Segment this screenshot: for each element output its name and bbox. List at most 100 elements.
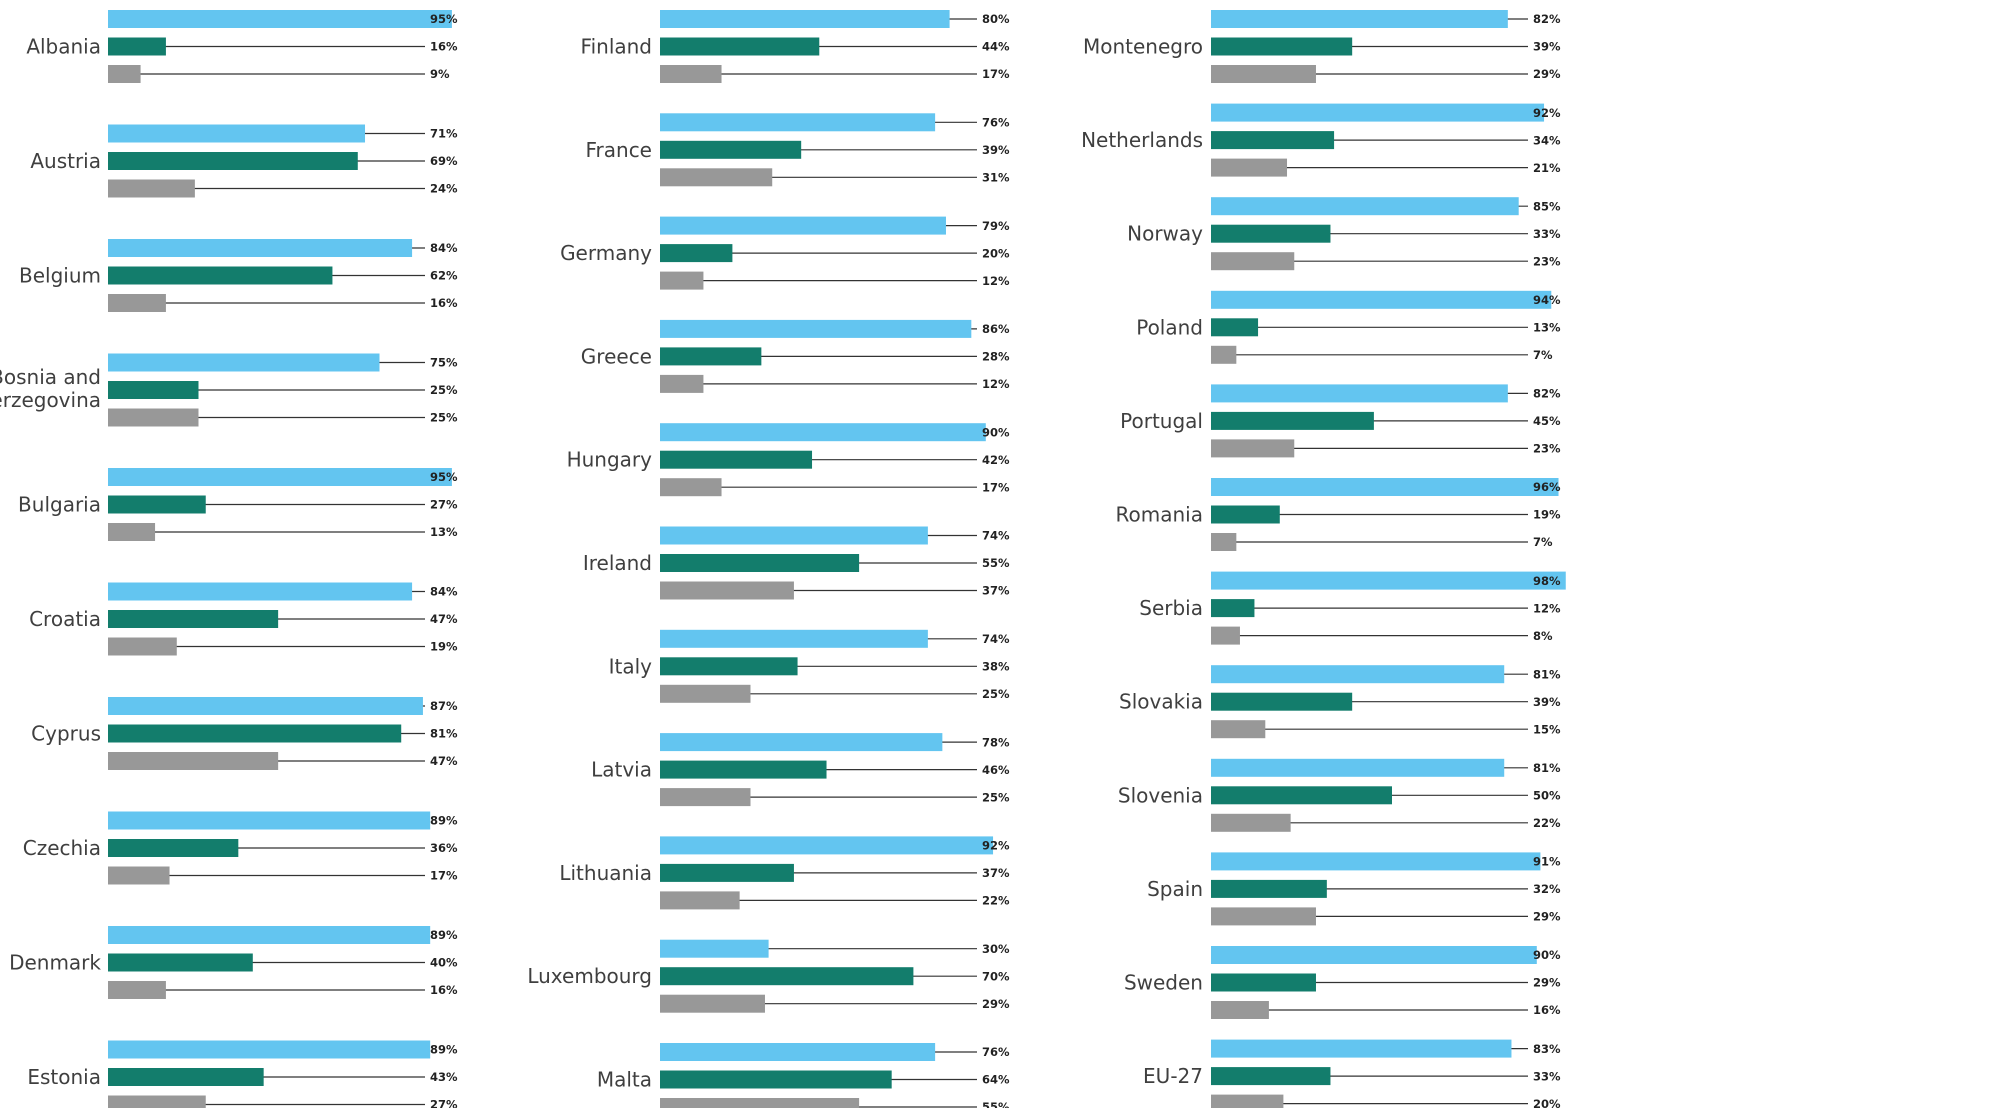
data-label-france-series-1: 76% (982, 116, 1010, 130)
country-group-romania: 96% 19% 7% Romania (1116, 478, 1561, 551)
data-label-montenegro-series-3: 29% (1533, 67, 1561, 81)
country-group-eu-27: 83% 33% 20% EU-27 (1143, 1039, 1561, 1108)
data-label-bulgaria-series-1: 95% (430, 470, 458, 484)
bar-netherlands-series-2 (1211, 131, 1335, 150)
bar-slovakia-series-3 (1211, 720, 1266, 739)
data-label-belgium-series-3: 16% (430, 296, 458, 310)
country-label-norway: Norway (1127, 222, 1203, 246)
bar-latvia-series-2 (660, 760, 827, 779)
country-label-denmark: Denmark (9, 951, 101, 975)
bar-portugal-series-3 (1211, 439, 1295, 458)
data-label-eu-27-series-1: 83% (1533, 1042, 1561, 1056)
country-label-malta: Malta (597, 1068, 652, 1092)
data-label-hungary-series-3: 17% (982, 480, 1010, 494)
bar-spain-series-3 (1211, 907, 1316, 926)
data-label-bosnia-and-herzegovina-series-2: 25% (430, 383, 458, 397)
country-group-greece: 86% 28% 12% Greece (581, 319, 1010, 393)
country-label-greece: Greece (581, 344, 652, 368)
data-label-romania-series-1: 96% (1533, 480, 1561, 494)
data-label-lithuania-series-3: 22% (982, 894, 1010, 908)
data-label-malta-series-2: 64% (982, 1073, 1010, 1087)
bar-denmark-series-3 (108, 981, 166, 999)
data-label-serbia-series-1: 98% (1533, 574, 1561, 588)
bar-eu-27-series-2 (1211, 1067, 1331, 1086)
bar-france-series-1 (660, 113, 936, 132)
country-label-spain: Spain (1147, 877, 1203, 901)
country-label-austria: Austria (30, 149, 101, 173)
country-group-lithuania: 92% 37% 22% Lithuania (559, 836, 1010, 910)
country-label-hungary: Hungary (567, 448, 653, 472)
bar-bosnia-and-herzegovina-series-1 (108, 353, 380, 372)
bar-belgium-series-1 (108, 239, 413, 257)
bar-sweden-series-1 (1211, 946, 1537, 964)
bar-slovakia-series-2 (1211, 692, 1353, 711)
country-group-ireland: 74% 55% 37% Ireland (583, 526, 1010, 600)
bar-montenegro-series-2 (1211, 37, 1353, 56)
data-label-cyprus-series-3: 47% (430, 754, 458, 768)
country-group-norway: 85% 33% 23% Norway (1127, 197, 1561, 271)
bar-albania-series-1 (108, 10, 452, 28)
data-label-cyprus-series-1: 87% (430, 699, 458, 713)
country-group-estonia: 89% 43% 27% Estonia (27, 1040, 458, 1108)
bar-cyprus-series-1 (108, 697, 423, 715)
country-label-belgium: Belgium (19, 264, 101, 288)
chart-column-3: 82% 39% 29% Montenegro 92% 34% 21% Netherlands 8… (1081, 10, 1566, 1108)
country-group-bulgaria: 95% 27% 13% Bulgaria (18, 468, 458, 541)
bar-germany-series-2 (660, 244, 733, 263)
country-group-luxembourg: 30% 70% 29% Luxembourg (527, 939, 1010, 1013)
data-label-albania-series-2: 16% (430, 40, 458, 54)
bar-germany-series-3 (660, 271, 704, 290)
bar-croatia-series-2 (108, 610, 279, 628)
bar-eu-27-series-3 (1211, 1094, 1284, 1108)
bar-greece-series-1 (660, 319, 972, 338)
data-label-lithuania-series-1: 92% (982, 839, 1010, 853)
data-label-slovakia-series-2: 39% (1533, 695, 1561, 709)
data-label-spain-series-3: 29% (1533, 910, 1561, 924)
bar-romania-series-1 (1211, 478, 1559, 496)
country-group-bosnia-and-herzegovina: 75% 25% 25% Bosnia andHerzegovina (0, 353, 458, 427)
country-label-estonia: Estonia (27, 1065, 101, 1089)
data-label-portugal-series-3: 23% (1533, 442, 1561, 456)
country-group-germany: 79% 20% 12% Germany (560, 216, 1010, 290)
data-label-france-series-2: 39% (982, 143, 1010, 157)
data-label-serbia-series-3: 8% (1533, 629, 1553, 643)
bar-czechia-series-3 (108, 866, 170, 885)
country-group-slovenia: 81% 50% 22% Slovenia (1118, 758, 1561, 832)
data-label-finland-series-2: 44% (982, 40, 1010, 54)
data-label-poland-series-3: 7% (1533, 348, 1553, 362)
bar-slovakia-series-1 (1211, 665, 1505, 684)
bar-italy-series-3 (660, 684, 751, 703)
country-label-sweden: Sweden (1124, 971, 1203, 995)
data-label-belgium-series-1: 84% (430, 241, 458, 255)
bar-ireland-series-3 (660, 581, 794, 600)
bar-slovenia-series-3 (1211, 813, 1291, 832)
data-label-hungary-series-2: 42% (982, 453, 1010, 467)
data-label-malta-series-1: 76% (982, 1045, 1010, 1059)
bar-latvia-series-3 (660, 788, 751, 807)
data-label-eu-27-series-3: 20% (1533, 1097, 1561, 1108)
country-group-cyprus: 87% 81% 47% Cyprus (31, 697, 458, 770)
bar-finland-series-3 (660, 65, 722, 83)
data-label-denmark-series-2: 40% (430, 956, 458, 970)
country-group-sweden: 90% 29% 16% Sweden (1124, 946, 1561, 1019)
bar-portugal-series-2 (1211, 411, 1374, 430)
bar-portugal-series-1 (1211, 384, 1508, 403)
bar-spain-series-1 (1211, 852, 1541, 871)
data-label-norway-series-1: 85% (1533, 199, 1561, 213)
bar-czechia-series-2 (108, 839, 239, 857)
country-group-netherlands: 92% 34% 21% Netherlands (1081, 103, 1561, 177)
data-label-bulgaria-series-2: 27% (430, 498, 458, 512)
bar-cyprus-series-3 (108, 752, 279, 770)
data-label-sweden-series-1: 90% (1533, 948, 1561, 962)
bar-france-series-3 (660, 168, 773, 187)
bar-spain-series-2 (1211, 879, 1327, 898)
data-label-norway-series-2: 33% (1533, 227, 1561, 241)
data-label-slovakia-series-1: 81% (1533, 667, 1561, 681)
data-label-estonia-series-3: 27% (430, 1098, 458, 1108)
data-label-luxembourg-series-1: 30% (982, 942, 1010, 956)
country-group-serbia: 98% 12% 8% Serbia (1139, 571, 1566, 645)
country-group-montenegro: 82% 39% 29% Montenegro (1083, 10, 1561, 83)
country-label-czechia: Czechia (23, 836, 101, 860)
country-group-slovakia: 81% 39% 15% Slovakia (1119, 665, 1561, 739)
bar-ireland-series-1 (660, 526, 928, 545)
